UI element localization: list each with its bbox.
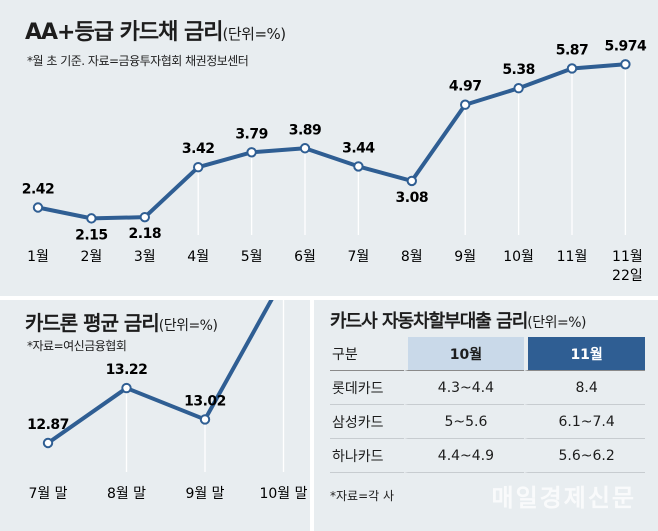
card-loan-series-line <box>46 300 274 445</box>
card-bond-unit: (단위=%) <box>222 25 287 43</box>
card-bond-series-line <box>37 62 626 221</box>
row-company-name: 하나카드 <box>330 439 404 473</box>
data-point-marker <box>86 213 97 224</box>
row-november-rate: 6.1~7.4 <box>524 405 645 439</box>
x-tick-label: 8월 말 <box>107 486 146 502</box>
data-point-marker <box>566 63 578 74</box>
x-tick-label: 5월 <box>241 249 263 265</box>
row-company-name: 삼성카드 <box>330 405 404 439</box>
data-value-label: 3.44 <box>342 140 375 156</box>
header-category: 구분 <box>330 337 404 371</box>
row-november-rate: 8.4 <box>524 371 645 405</box>
data-value-label: 2.42 <box>22 182 55 198</box>
x-tick-label: 9월 말 <box>185 486 224 502</box>
x-tick-label: 3월 <box>134 249 156 265</box>
data-point-marker <box>42 437 54 449</box>
data-point-marker <box>32 202 44 213</box>
data-value-label: 5.87 <box>556 42 589 58</box>
card-bond-source-note: *월 초 기준. 자료=금융투자협회 채권정보센터 <box>27 54 249 68</box>
card-loan-title-text: 카드론 평균 금리 <box>25 311 160 335</box>
x-tick-label: 22일 <box>612 268 643 284</box>
table-row: 하나카드 4.4~4.9 5.6~6.2 <box>330 439 645 473</box>
x-tick-label: 10월 말 <box>259 486 307 502</box>
data-point-marker <box>193 162 204 173</box>
vertical-divider <box>310 300 314 531</box>
x-tick-label: 2월 <box>81 249 103 265</box>
data-value-label: 13.22 <box>106 362 148 378</box>
card-bond-chart-title: AA+등급 카드채 금리(단위=%) <box>25 14 286 46</box>
x-tick-label: 11월 <box>612 249 643 265</box>
row-company-name: 롯데카드 <box>330 371 404 405</box>
x-tick-label: 4월 <box>187 249 209 265</box>
data-value-label: 2.18 <box>129 226 162 242</box>
data-value-label: 5.974 <box>605 38 648 54</box>
installment-table-title: 카드사 자동차할부대출 금리(단위=%) <box>330 307 586 333</box>
data-point-marker <box>299 143 311 154</box>
publisher-watermark: 매일경제신문 <box>491 484 636 512</box>
horizontal-divider <box>0 296 658 300</box>
installment-source-note: *자료=각 사 <box>330 489 395 503</box>
card-loan-chart-title: 카드론 평균 금리(단위=%) <box>25 307 218 336</box>
installment-unit: (단위=%) <box>527 315 586 331</box>
data-value-label: 3.08 <box>396 190 429 206</box>
card-loan-unit: (단위=%) <box>158 318 218 334</box>
data-value-label: 4.97 <box>449 79 482 95</box>
data-point-marker <box>353 161 364 172</box>
card-bond-title-text: AA+등급 카드채 금리 <box>25 20 223 45</box>
x-tick-label: 9월 <box>454 249 476 265</box>
data-point-marker <box>406 175 417 187</box>
data-point-marker <box>460 99 471 110</box>
data-value-label: 3.79 <box>235 126 268 142</box>
data-point-marker <box>246 147 257 158</box>
card-loan-source-note: *자료=여신금융협회 <box>27 339 127 353</box>
data-point-marker <box>620 59 631 70</box>
x-tick-label: 1월 <box>27 249 49 265</box>
x-tick-label: 7월 <box>348 249 370 265</box>
data-point-marker <box>513 83 524 94</box>
row-october-rate: 4.3~4.4 <box>403 371 525 405</box>
data-value-label: 13.02 <box>184 393 226 409</box>
data-value-label: 12.87 <box>27 417 69 433</box>
data-point-marker <box>199 414 211 425</box>
data-value-label: 3.42 <box>182 141 215 157</box>
header-october: 10월 <box>403 337 525 371</box>
row-october-rate: 5~5.6 <box>403 405 525 439</box>
card-bond-line-chart: 2.42 2.15 2.18 3.42 3.79 3.89 3.44 3.08 4.97 5.38… <box>22 38 648 284</box>
x-tick-label: 8월 <box>401 249 423 265</box>
installment-rate-table: 구분 10월 11월 롯데카드 4.3~4.4 8.4 삼성카드 5~5.6 6… <box>330 337 645 473</box>
x-tick-label: 11월 <box>557 249 588 265</box>
header-november: 11월 <box>524 337 645 371</box>
x-tick-label: 7월 말 <box>28 486 67 502</box>
row-october-rate: 4.4~4.9 <box>403 439 525 473</box>
table-row: 삼성카드 5~5.6 6.1~7.4 <box>330 405 645 439</box>
data-value-label: 3.89 <box>289 122 322 138</box>
data-point-marker <box>121 382 132 394</box>
data-point-marker <box>139 211 151 223</box>
installment-title-text: 카드사 자동차할부대출 금리 <box>330 311 528 332</box>
table-row: 롯데카드 4.3~4.4 8.4 <box>330 371 645 405</box>
data-value-label: 5.38 <box>502 62 535 78</box>
row-november-rate: 5.6~6.2 <box>524 439 645 473</box>
x-tick-label: 10월 <box>503 249 534 265</box>
data-value-label: 2.15 <box>75 227 108 243</box>
table-header-row: 구분 10월 11월 <box>330 337 645 371</box>
x-tick-label: 6월 <box>294 249 316 265</box>
